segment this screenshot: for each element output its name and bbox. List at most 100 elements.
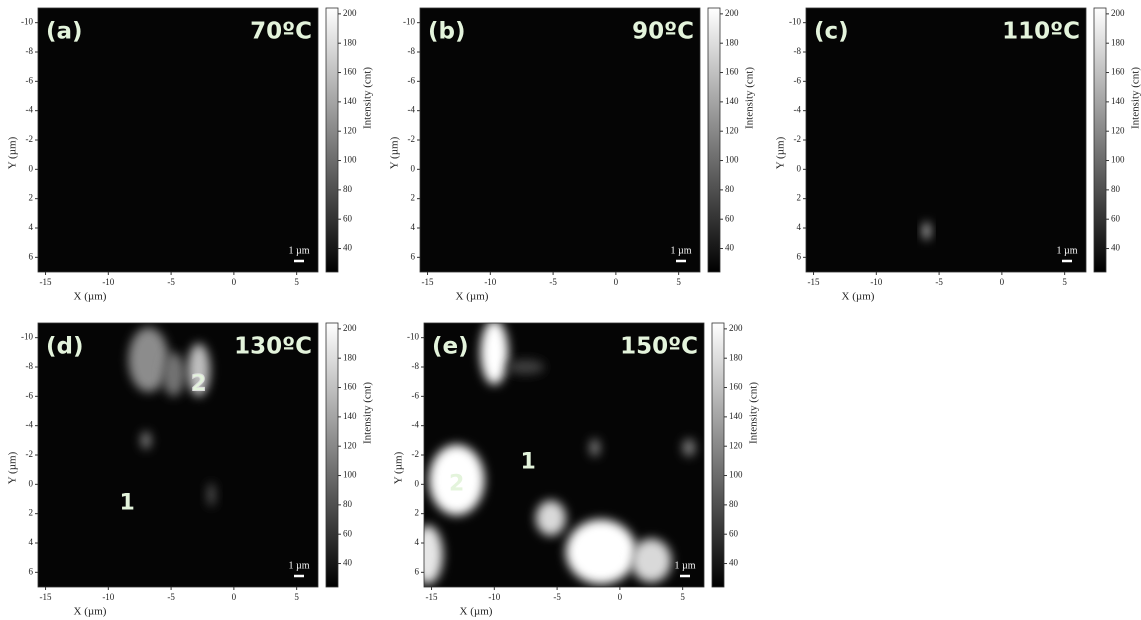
colorbar-tick-label: 100 — [1111, 155, 1125, 165]
colorbar-tick-label: 200 — [1111, 8, 1125, 18]
intensity-blob — [480, 323, 509, 385]
y-tick-label: -10 — [21, 332, 33, 342]
heatmap-background — [420, 8, 700, 272]
colorbar-tick-label: 180 — [1111, 37, 1125, 47]
y-tick-label: 6 — [29, 566, 34, 576]
colorbar-tick-label: 60 — [343, 213, 353, 223]
colorbar-tick-label: 80 — [343, 499, 353, 509]
y-axis-label: Y (µm) — [393, 451, 405, 484]
intensity-blob — [207, 482, 216, 507]
x-tick-label: -10 — [484, 277, 496, 287]
x-tick-label: -15 — [808, 277, 820, 287]
x-tick-label: -5 — [549, 277, 557, 287]
scale-bar-label: 1 µm — [670, 245, 691, 256]
y-tick-label: -2 — [26, 449, 34, 459]
colorbar-tick-label: 40 — [729, 558, 739, 568]
x-tick-label: -15 — [422, 277, 434, 287]
x-tick-label: -15 — [40, 592, 52, 602]
y-tick-label: -8 — [26, 361, 34, 371]
colorbar — [325, 322, 339, 588]
x-axis-label: X (µm) — [74, 291, 107, 303]
colorbar-tick-label: 40 — [1111, 243, 1121, 253]
x-tick-label: -5 — [167, 592, 175, 602]
y-tick-label: -4 — [794, 105, 802, 115]
colorbar-tick-label: 60 — [729, 528, 739, 538]
colorbar-tick-label: 140 — [725, 96, 739, 106]
y-tick-label: -8 — [794, 46, 802, 56]
y-tick-label: 2 — [797, 193, 802, 203]
x-tick-label: 0 — [232, 277, 237, 287]
intensity-blob — [923, 222, 930, 240]
y-tick-label: -10 — [407, 332, 419, 342]
temperature-label: 70ºC — [250, 19, 312, 45]
panel-label: (a) — [46, 19, 83, 45]
colorbar-tick-label: 180 — [729, 352, 743, 362]
intensity-blob — [535, 500, 566, 536]
colorbar — [325, 7, 339, 273]
x-tick-label: 5 — [294, 592, 299, 602]
y-tick-label: 0 — [411, 163, 416, 173]
x-tick-label: 5 — [294, 277, 299, 287]
y-axis-label: Y (µm) — [7, 451, 19, 484]
y-axis-label: Y (µm) — [7, 136, 19, 169]
colorbar-tick-label: 100 — [729, 470, 743, 480]
y-tick-label: 4 — [29, 537, 34, 547]
colorbar-tick-label: 100 — [343, 155, 357, 165]
intensity-blob — [565, 519, 637, 585]
colorbar — [707, 7, 721, 273]
colorbar-label: Intensity (cnt) — [744, 67, 756, 129]
scale-bar-label: 1 µm — [674, 560, 695, 571]
y-tick-label: 0 — [415, 478, 420, 488]
colorbar-tick-label: 80 — [725, 184, 735, 194]
colorbar-tick-label: 100 — [343, 470, 357, 480]
y-tick-label: -4 — [26, 105, 34, 115]
intensity-blob — [506, 359, 545, 375]
colorbar-tick-label: 160 — [343, 67, 357, 77]
colorbar-label: Intensity (cnt) — [748, 382, 760, 444]
y-tick-label: -6 — [408, 75, 416, 85]
intensity-blob — [162, 352, 185, 397]
y-tick-label: -4 — [412, 420, 420, 430]
colorbar-tick-label: 140 — [343, 411, 357, 421]
colorbar-tick-label: 120 — [725, 125, 739, 135]
y-tick-label: 4 — [797, 222, 802, 232]
x-tick-label: 0 — [1000, 277, 1005, 287]
colorbar-tick-label: 100 — [725, 155, 739, 165]
y-tick-label: 6 — [797, 251, 802, 261]
y-tick-label: 4 — [411, 222, 416, 232]
x-axis-label: X (µm) — [842, 291, 875, 303]
x-tick-label: -15 — [40, 277, 52, 287]
colorbar-tick-label: 200 — [343, 8, 357, 18]
x-axis-label: X (µm) — [74, 606, 107, 618]
x-tick-label: 0 — [232, 592, 237, 602]
colorbar-tick-label: 40 — [725, 243, 735, 253]
x-tick-label: -5 — [167, 277, 175, 287]
y-tick-label: 6 — [411, 251, 416, 261]
intensity-blob — [682, 438, 696, 457]
scale-bar-label: 1 µm — [288, 245, 309, 256]
x-tick-label: -10 — [102, 592, 114, 602]
colorbar-tick-label: 140 — [729, 411, 743, 421]
y-tick-label: 4 — [29, 222, 34, 232]
temperature-label: 110ºC — [1002, 19, 1080, 45]
colorbar-tick-label: 160 — [729, 382, 743, 392]
colorbar-tick-label: 60 — [343, 528, 353, 538]
colorbar-tick-label: 40 — [343, 243, 353, 253]
panel-label: (d) — [46, 334, 84, 360]
y-tick-label: -10 — [21, 17, 33, 27]
x-tick-label: 5 — [1062, 277, 1067, 287]
y-axis-label: Y (µm) — [389, 136, 401, 169]
intensity-blob — [424, 525, 443, 585]
colorbar-tick-label: 120 — [343, 125, 357, 135]
colorbar-tick-label: 80 — [729, 499, 739, 509]
x-tick-label: 0 — [614, 277, 619, 287]
temperature-label: 150ºC — [620, 334, 698, 360]
temperature-label: 130ºC — [234, 334, 312, 360]
y-tick-label: -8 — [412, 361, 420, 371]
colorbar-tick-label: 200 — [343, 323, 357, 333]
y-tick-label: -6 — [794, 75, 802, 85]
panel-label: (c) — [814, 19, 849, 45]
intensity-blob — [589, 438, 600, 457]
x-tick-label: 5 — [676, 277, 681, 287]
scale-bar-label: 1 µm — [288, 560, 309, 571]
